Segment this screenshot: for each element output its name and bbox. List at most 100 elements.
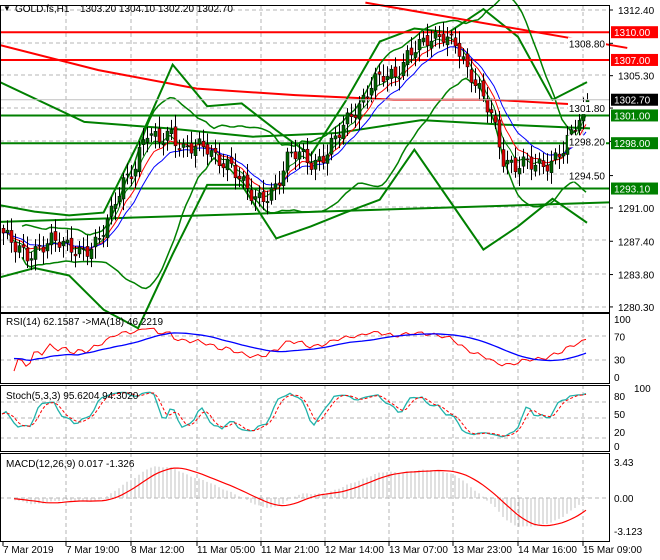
- candle-body: [21, 244, 26, 248]
- candle-body: [493, 115, 498, 123]
- stoch-panel[interactable]: [1, 391, 587, 438]
- candle: [241, 170, 246, 190]
- candle: [5, 220, 10, 240]
- macd-axis-label: -3.123: [614, 527, 643, 538]
- candle: [165, 126, 170, 151]
- candle-body: [153, 131, 158, 137]
- candle-body: [49, 232, 54, 246]
- candle-body: [201, 140, 206, 148]
- candle-body: [185, 145, 190, 148]
- candle: [57, 232, 62, 253]
- candle: [181, 138, 186, 158]
- candle: [481, 73, 486, 102]
- candle: [169, 119, 174, 141]
- price-axis-label: 1312.40: [618, 6, 655, 17]
- candle-body: [553, 152, 558, 160]
- candle-body: [389, 68, 394, 79]
- candle: [517, 156, 522, 187]
- candle: [261, 179, 266, 211]
- candle-body: [245, 174, 250, 189]
- candle-body: [293, 151, 298, 160]
- price-axis-label-bg: [568, 37, 606, 50]
- candle-body: [457, 42, 462, 57]
- candle-body: [157, 128, 162, 143]
- candle-body: [125, 173, 130, 176]
- candle-body: [421, 37, 426, 43]
- candle-body: [257, 192, 262, 199]
- candle-body: [41, 246, 46, 253]
- price-axis-label: 1305.30: [618, 72, 655, 83]
- ema-slow-line: [1, 46, 587, 249]
- candle-body: [429, 40, 434, 49]
- candle-body: [173, 126, 178, 147]
- candle-body: [449, 33, 454, 36]
- candle: [45, 238, 50, 259]
- candle: [253, 189, 258, 212]
- candle: [81, 237, 86, 261]
- candle-body: [25, 247, 30, 262]
- time-axis-label: 14 Mar 16:00: [518, 545, 577, 556]
- candle: [217, 142, 222, 174]
- candle-body: [297, 151, 302, 160]
- candle: [61, 236, 66, 258]
- candle: [105, 214, 110, 247]
- candle-body: [213, 147, 218, 153]
- candle: [485, 87, 490, 123]
- candle-body: [437, 34, 442, 37]
- panel-frame: [0, 313, 610, 384]
- candle-body: [557, 153, 562, 158]
- candle-body: [285, 151, 290, 171]
- candle: [145, 126, 150, 153]
- candle-body: [345, 112, 350, 125]
- candle: [305, 137, 310, 175]
- candle-body: [453, 37, 458, 47]
- candle-body: [169, 129, 174, 135]
- candle: [357, 96, 362, 130]
- candle: [389, 65, 394, 87]
- time-axis-label: 13 Mar 23:00: [453, 545, 512, 556]
- candle: [277, 170, 282, 195]
- candle-body: [305, 148, 310, 163]
- candle-body: [537, 158, 542, 164]
- candle: [85, 235, 90, 266]
- candle-body: [545, 164, 550, 172]
- candle: [137, 140, 142, 178]
- candle: [453, 27, 458, 54]
- candle-body: [477, 83, 482, 89]
- candle-body: [177, 148, 182, 151]
- time-axis-label: 13 Mar 07:00: [389, 545, 448, 556]
- candle: [397, 66, 402, 91]
- candle-body: [317, 156, 322, 161]
- candle: [133, 161, 138, 189]
- candle: [153, 123, 158, 149]
- candle: [53, 219, 58, 252]
- candle-body: [5, 229, 10, 234]
- candle: [265, 190, 270, 215]
- candle: [101, 224, 106, 248]
- stoch-axis-label: 100: [634, 384, 651, 395]
- price-axis-label: 1294.50: [569, 172, 606, 183]
- price-axis-label: 1298.20: [569, 137, 606, 148]
- current-price-tag: [611, 93, 658, 106]
- candle-body: [9, 230, 14, 243]
- level-tag-label: 1307.00: [614, 56, 651, 67]
- candle-body: [113, 204, 118, 209]
- symbol-dropdown-icon[interactable]: ▼: [3, 4, 11, 13]
- candle: [73, 246, 78, 268]
- macd-panel[interactable]: [13, 466, 588, 527]
- macd-title: MACD(12,26,9) 0.017 -1.326: [6, 459, 135, 470]
- candle: [329, 133, 334, 161]
- candle-body: [385, 76, 390, 80]
- candle: [221, 153, 226, 178]
- level-tag-label: 1298.00: [614, 139, 651, 150]
- candle-body: [53, 231, 58, 241]
- candle-body: [321, 155, 326, 164]
- time-axis-label: 11 Mar 21:00: [261, 545, 320, 556]
- candle: [385, 66, 390, 92]
- candle: [541, 152, 546, 175]
- rsi-panel[interactable]: [13, 327, 587, 372]
- candle: [437, 25, 442, 49]
- level-tag-1298.00: [611, 137, 658, 150]
- price-panel[interactable]: [0, 0, 628, 330]
